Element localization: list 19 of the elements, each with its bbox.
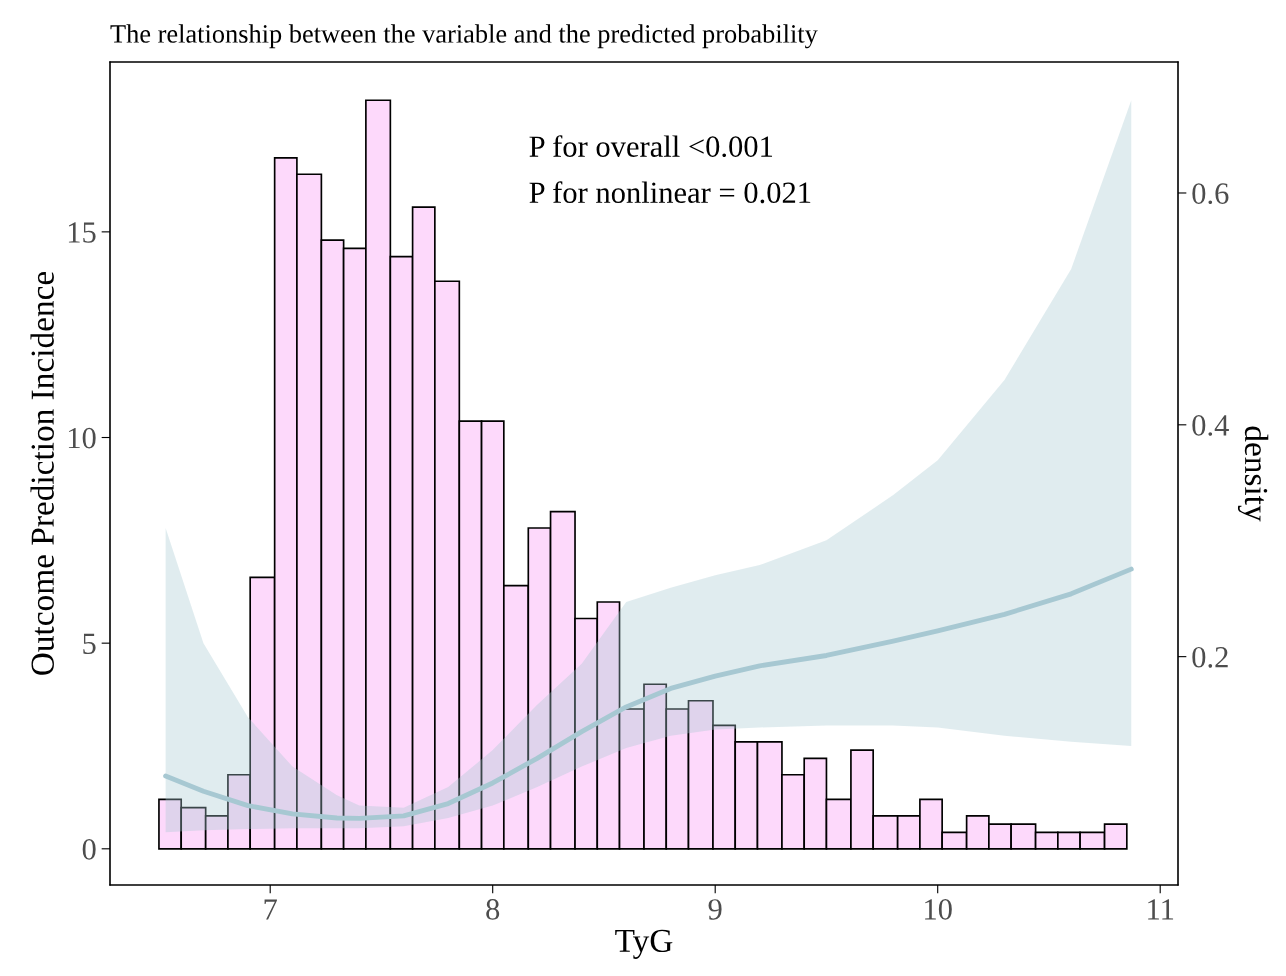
- y2-tick-label: 0.2: [1192, 646, 1228, 668]
- y-tick-label: 0: [82, 839, 96, 860]
- annotation: P for nonlinear = 0.021: [529, 181, 811, 204]
- y-axis-title: Outcome Prediction Incidence: [30, 271, 54, 675]
- line-series: [163, 566, 1134, 821]
- chart-title: The relationship between the variable and the predicted probability: [110, 24, 818, 49]
- y-tick-label: 10: [68, 427, 96, 449]
- y-tick-label: 5: [83, 633, 96, 655]
- x-tick-label: 9: [708, 899, 722, 920]
- annotation: P for overall <0.001: [529, 135, 773, 158]
- y2-axis-title: density: [1237, 426, 1269, 522]
- x-tick-label: 10: [925, 899, 952, 920]
- y2-tick-label: 0.4: [1192, 415, 1229, 436]
- x-tick-label: 7: [264, 899, 277, 920]
- x-axis-title: TyG: [615, 929, 673, 959]
- x-tick-label: 8: [486, 899, 500, 920]
- y2-tick-label: 0.6: [1192, 183, 1229, 205]
- x-tick-label: 11: [1148, 899, 1174, 920]
- y-tick-label: 15: [68, 222, 96, 243]
